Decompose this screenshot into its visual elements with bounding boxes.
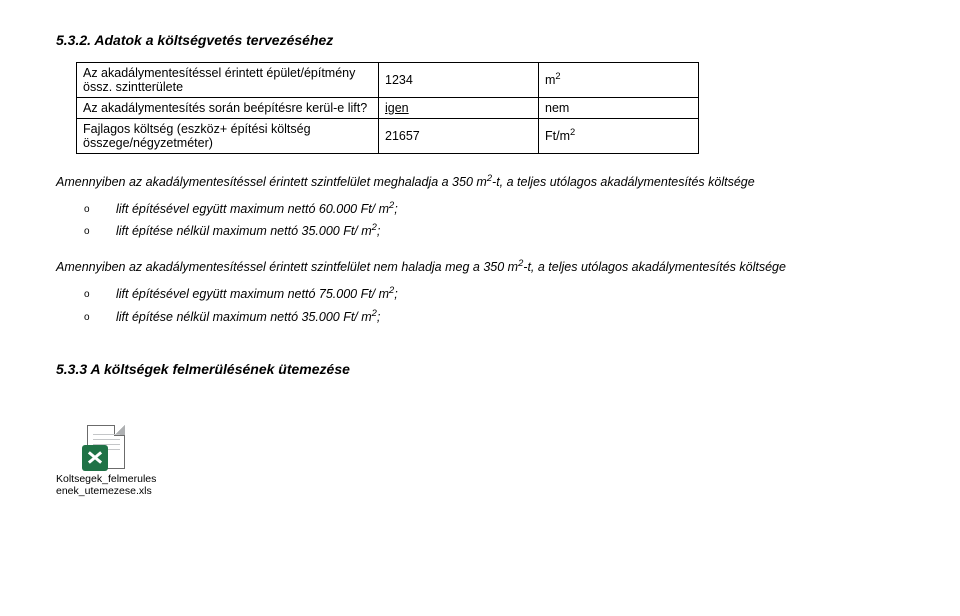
cell-value-2: nem [539, 98, 699, 119]
bullet-list-1: lift építésével együtt maximum nettó 60.… [56, 201, 904, 240]
page: 5.3.2. Adatok a költségvetés tervezéséhe… [0, 0, 960, 499]
paragraph-2: Amennyiben az akadálymentesítéssel érint… [56, 259, 904, 276]
section-heading-1: 5.3.2. Adatok a költségvetés tervezéséhe… [56, 32, 904, 48]
cell-value-2: Ft/m2 [539, 119, 699, 154]
cell-value-1: 1234 [379, 63, 539, 98]
file-name: Koltsegek_felmerules enek_utemezese.xls [56, 473, 156, 498]
table-row: Fajlagos költség (eszköz+ építési költsé… [77, 119, 699, 154]
file-attachment[interactable]: Koltsegek_felmerules enek_utemezese.xls [56, 425, 904, 500]
paragraph-1: Amennyiben az akadálymentesítéssel érint… [56, 174, 904, 191]
list-item: lift építésével együtt maximum nettó 75.… [116, 286, 904, 302]
para1-text-a: Amennyiben az akadálymentesítéssel érint… [56, 175, 487, 189]
para1-text-b: -t, a teljes utólagos akadálymentesítés … [492, 175, 755, 189]
para2-text-a: Amennyiben az akadálymentesítéssel érint… [56, 260, 518, 274]
cell-value-1: igen [379, 98, 539, 119]
bullet-list-2: lift építésével együtt maximum nettó 75.… [56, 286, 904, 325]
data-table: Az akadálymentesítéssel érintett épület/… [76, 62, 699, 154]
list-item: lift építése nélkül maximum nettó 35.000… [116, 309, 904, 325]
para2-text-b: -t, a teljes utólagos akadálymentesítés … [523, 260, 786, 274]
section-heading-2: 5.3.3 A költségek felmerülésének ütemezé… [56, 361, 904, 377]
cell-label: Fajlagos költség (eszköz+ építési költsé… [77, 119, 379, 154]
table-row: Az akadálymentesítéssel érintett épület/… [77, 63, 699, 98]
list-item: lift építésével együtt maximum nettó 60.… [116, 201, 904, 217]
table-row: Az akadálymentesítés során beépítésre ke… [77, 98, 699, 119]
cell-value-1: 21657 [379, 119, 539, 154]
file-name-line2: enek_utemezese.xls [56, 485, 152, 497]
excel-file-icon [84, 425, 128, 469]
cell-label: Az akadálymentesítéssel érintett épület/… [77, 63, 379, 98]
list-item: lift építése nélkül maximum nettó 35.000… [116, 223, 904, 239]
cell-value-2: m2 [539, 63, 699, 98]
cell-label: Az akadálymentesítés során beépítésre ke… [77, 98, 379, 119]
file-name-line1: Koltsegek_felmerules [56, 473, 156, 485]
